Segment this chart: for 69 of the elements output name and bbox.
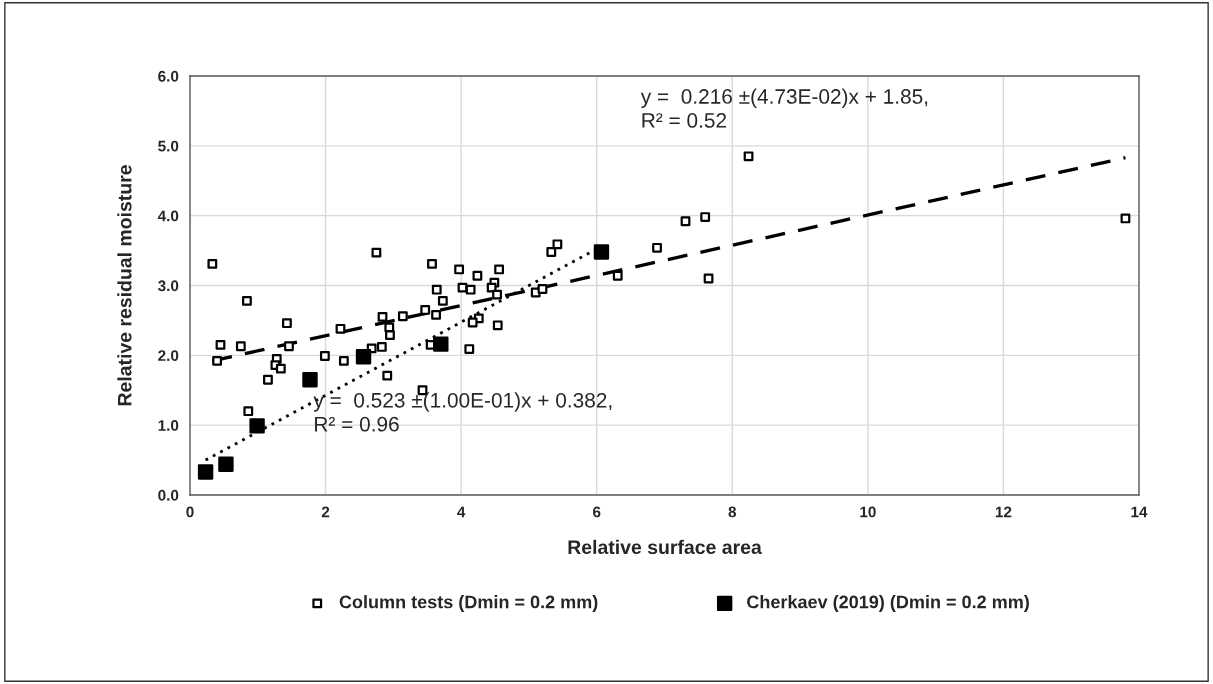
x-tick-label: 4 — [457, 506, 466, 518]
x-tick-label: 12 — [995, 506, 1012, 518]
point — [319, 351, 330, 361]
point — [700, 212, 711, 222]
legend-label: Column tests (Dmin = 0.2 mm) — [339, 595, 598, 612]
legend-label: Cherkaev (2019) (Dmin = 0.2 mm) — [747, 595, 1029, 612]
point — [302, 372, 318, 388]
point — [433, 336, 449, 352]
point — [437, 295, 448, 306]
point — [472, 270, 483, 281]
y-tick-label: 2.0 — [158, 350, 179, 362]
y-tick-label: 1.0 — [158, 420, 179, 431]
y-tick-label: 6.0 — [158, 70, 179, 82]
point — [275, 363, 286, 374]
point — [546, 247, 557, 257]
point — [593, 244, 610, 260]
point — [243, 406, 254, 417]
point — [338, 356, 349, 366]
point — [235, 341, 246, 352]
annotation: y = 0.523 ±(1.00E-01)x + 0.382, R² = 0.96 — [313, 392, 612, 432]
point — [218, 456, 234, 472]
y-tick-label: 5.0 — [158, 140, 179, 152]
point — [377, 312, 388, 322]
point — [355, 349, 372, 365]
annotation: y = 0.216 ±(4.73E-02)x + 1.85, R² = 0.52 — [640, 88, 928, 128]
point — [212, 356, 223, 366]
point — [397, 311, 408, 322]
x-axis-title: Relative surface area — [568, 539, 762, 555]
point — [215, 339, 226, 350]
x-tick-label: 0 — [186, 506, 194, 518]
y-tick-label: 4.0 — [157, 210, 179, 222]
point — [464, 344, 475, 354]
point — [335, 323, 346, 334]
point — [612, 270, 623, 281]
point — [454, 264, 465, 275]
x-tick-label: 2 — [321, 506, 330, 518]
point — [385, 330, 395, 340]
point — [249, 418, 265, 434]
point — [431, 309, 441, 320]
point — [242, 295, 252, 306]
point — [492, 289, 502, 300]
point — [197, 464, 214, 480]
point — [465, 284, 476, 295]
y-tick-label: 0.0 — [158, 489, 179, 501]
point — [431, 284, 442, 295]
point — [486, 282, 497, 293]
point — [207, 258, 218, 269]
y-tick-label: 3.0 — [158, 280, 179, 292]
point — [743, 151, 754, 162]
point — [282, 318, 292, 329]
point — [284, 341, 294, 352]
point — [680, 216, 691, 227]
point — [467, 317, 478, 328]
point — [382, 370, 393, 381]
x-tick-label: 10 — [860, 506, 876, 518]
x-tick-label: 8 — [728, 506, 737, 518]
x-tick-label: 14 — [1131, 506, 1148, 518]
point — [537, 284, 548, 294]
point — [420, 305, 431, 315]
point — [427, 258, 437, 269]
point — [652, 242, 662, 253]
point — [376, 342, 387, 352]
y-axis-title: Relative residual moisture — [117, 165, 132, 406]
x-tick-label: 6 — [593, 506, 601, 518]
point — [552, 239, 563, 250]
point — [263, 374, 273, 385]
point — [492, 320, 503, 331]
point — [494, 264, 505, 275]
point — [371, 247, 382, 258]
